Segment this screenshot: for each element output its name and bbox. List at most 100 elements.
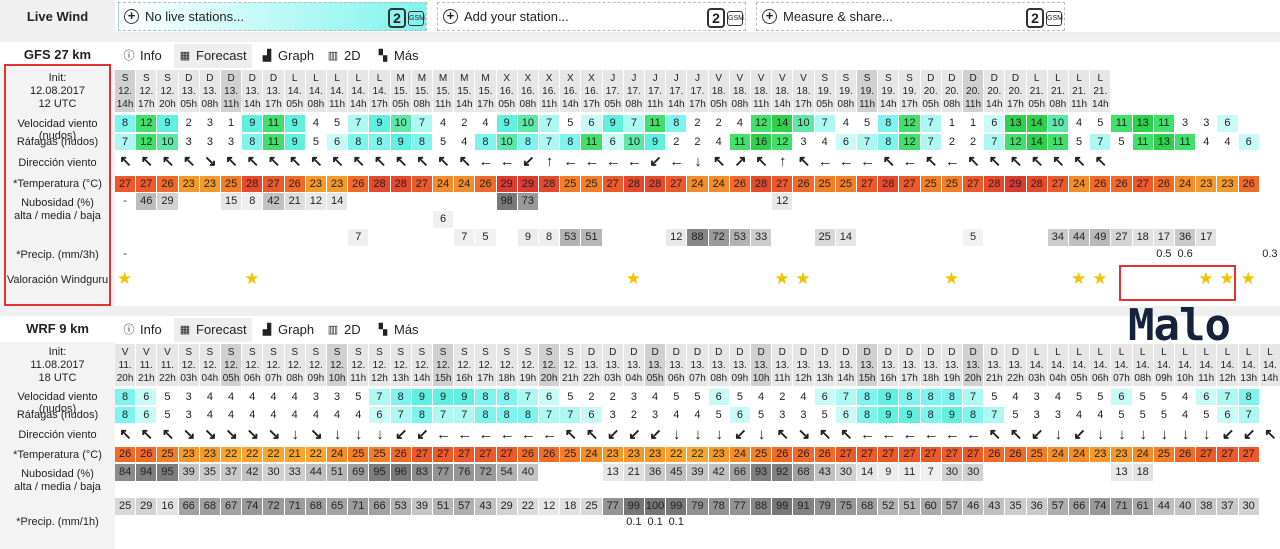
temperature-cell: 26 [1238,176,1259,192]
cloud-cover-cell [454,481,474,498]
wind-speed-cell: 9 [433,389,454,405]
tab-2d[interactable]: ▥ 2D [322,318,364,342]
temperature-cell: 29 [517,176,538,192]
cloud-cover-cell: 77 [729,498,750,515]
wind-gust-cell: 9 [645,134,666,150]
precipitation-cell [624,247,644,261]
wind-direction-arrow-icon: ← [669,153,685,170]
wind-direction-arrow-icon: ↓ [1097,426,1105,443]
day-letter: D [969,347,977,358]
cloud-cover-cell [475,481,495,498]
time-column-header: L 14. 13h [1238,344,1259,386]
day-date: 17. [605,86,620,97]
tab-info[interactable]: ⓘ Info [118,318,170,342]
wind-direction-arrow-icon: ↘ [310,426,323,443]
cloud-cover-cell [285,211,305,228]
time-column-header: L 14. 14h [348,70,369,112]
tab-label: Forecast [196,322,247,337]
temperature-cell: 27 [433,447,454,462]
tab-forecast[interactable]: ▦ Forecast [174,318,252,342]
wind-gust-cell: 4 [687,407,708,423]
day-date: 18. [775,86,790,97]
wind-gust-cell: 12 [136,134,157,150]
cloud-cover-cell [1090,464,1110,481]
tab-forecast[interactable]: ▦ Forecast [174,44,252,68]
precipitation-cell [942,515,962,529]
cloud-cover-cell: 33 [751,229,772,246]
time-column-header: D 13. 12h [793,344,814,386]
hour: 05h [922,99,940,110]
day-date: 12. [351,360,366,371]
wind-direction-arrow-icon: ↗ [734,153,747,170]
gfs-model-panel: GFS 27 km ⓘ Info ▦ Forecast ▟ Graph ▥ 2D ▚ Más Init… [0,42,1280,306]
wind-speed-cell: 6 [1111,389,1132,405]
precipitation-cell [391,247,411,261]
wind-speed-cell: 5 [857,115,878,132]
day-date: 12. [118,86,133,97]
day-letter: L [1118,347,1125,358]
row-label-cloud-layers: alta / media / baja [14,481,101,493]
tab-graph[interactable]: ▟ Graph [256,44,318,68]
wind-speed-cell: 4 [284,389,305,405]
tab-2d[interactable]: ▥ 2D [322,44,364,68]
day-letter: S [821,73,829,84]
wind-speed-cell: 12 [899,115,920,132]
day-date: 14. [1199,360,1214,371]
precipitation-cell [475,247,495,261]
day-date: 16. [563,86,578,97]
time-column-header: S 12. 03h [178,344,199,386]
add-station-box[interactable]: + Add your station... 2 GSM [437,2,746,31]
wind-direction-arrow-icon: ↖ [246,153,260,170]
cloud-cover-cell: 8 [539,229,560,246]
day-date: 13. [732,360,747,371]
time-column-header: S 12. 06h [242,344,263,386]
cloud-cover-cell [200,229,220,246]
wind-speed-cell: 4 [751,389,772,405]
cloud-cover-cell [115,229,135,246]
precipitation-cell [433,515,453,529]
measure-share-box[interactable]: + Measure & share... 2 GSM [756,2,1065,31]
precipitation-cell [412,515,432,529]
day-date: 14. [1050,360,1065,371]
day-date: 13. [881,360,896,371]
day-letter: D [248,73,256,84]
wind-speed-cell: 6 [708,389,729,405]
wind-direction-arrow-icon: ↘ [246,426,260,443]
wind-direction-arrow-icon: ↖ [840,426,853,443]
temperature-cell: 25 [1026,447,1047,462]
wind-speed-cell: 2 [772,389,793,405]
live-station-box[interactable]: + No live stations... 2 GSM [118,2,427,31]
tab-ms[interactable]: ▚ Más [372,318,422,342]
cloud-cover-cell [645,481,665,498]
tab-ms[interactable]: ▚ Más [372,44,422,68]
precipitation-cell [815,515,835,529]
hour: 06h [667,373,685,384]
tab-info[interactable]: ⓘ Info [118,44,170,68]
cloud-cover-cell: 66 [369,498,390,515]
tab-graph[interactable]: ▟ Graph [256,318,318,342]
cloud-cover-cell: 68 [199,498,220,515]
wind-direction-arrow-icon: ← [966,426,982,443]
temperature-cell: 24 [1069,176,1090,192]
wind-gust-cell: 7 [390,407,411,423]
day-letter: D [587,347,596,358]
wind-direction-arrow-icon: ↖ [267,153,281,170]
cloud-cover-cell: 43 [814,464,835,481]
wind-direction-arrow-icon: ← [817,153,833,170]
temperature-cell: 25 [348,447,369,462]
wind-speed-cell: 14 [772,115,793,132]
hour: 17h [371,99,388,110]
hour: 08h [307,99,325,110]
day-date: 11. [118,360,132,371]
hour: 17h [795,99,812,110]
windguru-2-icon: 2 [707,8,725,28]
wind-gust-cell: 11 [1047,134,1068,150]
time-column-header: D 13. 20h [963,344,984,386]
cloud-cover-cell [1090,481,1110,498]
wind-speed-cell: 5 [560,115,581,132]
wind-speed-cell: 12 [751,115,772,132]
day-date: 19. [838,86,853,97]
windguru-2-icon: 2 [388,8,406,28]
hour: 22h [159,373,176,384]
temperature-cell: 26 [517,447,538,462]
